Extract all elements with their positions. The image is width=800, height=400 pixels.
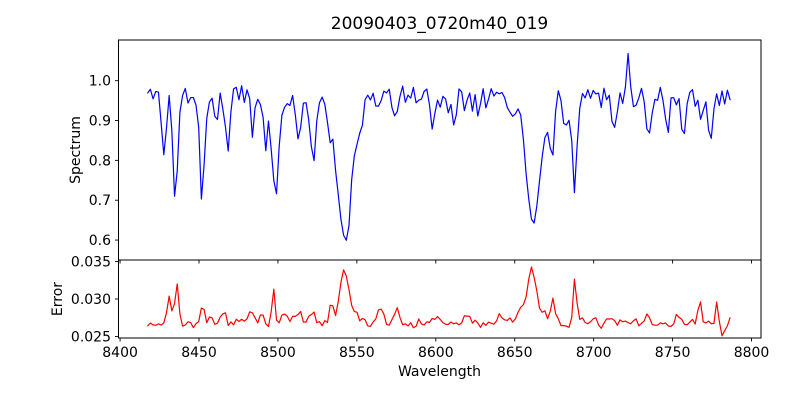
x-tick-label: 8500 bbox=[260, 345, 296, 361]
x-tick-label: 8400 bbox=[102, 345, 138, 361]
error-line bbox=[147, 266, 731, 337]
x-tick-label: 8750 bbox=[655, 345, 691, 361]
error-y-tick-label: 0.030 bbox=[71, 292, 111, 308]
x-tick-label: 8600 bbox=[418, 345, 454, 361]
spectrum-y-tick-label: 0.8 bbox=[89, 153, 111, 169]
spectrum-line bbox=[147, 53, 731, 241]
spectrum-y-tick-label: 0.6 bbox=[89, 233, 111, 249]
x-tick-label: 8650 bbox=[497, 345, 533, 361]
error-panel-frame bbox=[118, 259, 762, 339]
x-tick-label: 8450 bbox=[181, 345, 217, 361]
chart-title: 20090403_0720m40_019 bbox=[330, 14, 549, 34]
error-y-tick-label: 0.025 bbox=[71, 330, 111, 346]
wavelength-axis-label: Wavelength bbox=[397, 364, 482, 380]
spectrum-y-tick-label: 0.7 bbox=[89, 193, 111, 209]
x-tick-label: 8700 bbox=[576, 345, 612, 361]
x-tick-label: 8550 bbox=[339, 345, 375, 361]
spectrum-panel-frame bbox=[118, 39, 762, 261]
spectrum-y-tick-label: 0.9 bbox=[89, 114, 111, 130]
error-y-tick-label: 0.035 bbox=[71, 255, 111, 271]
x-tick-label: 8800 bbox=[734, 345, 770, 361]
spectrum-y-tick-label: 1.0 bbox=[89, 74, 111, 90]
